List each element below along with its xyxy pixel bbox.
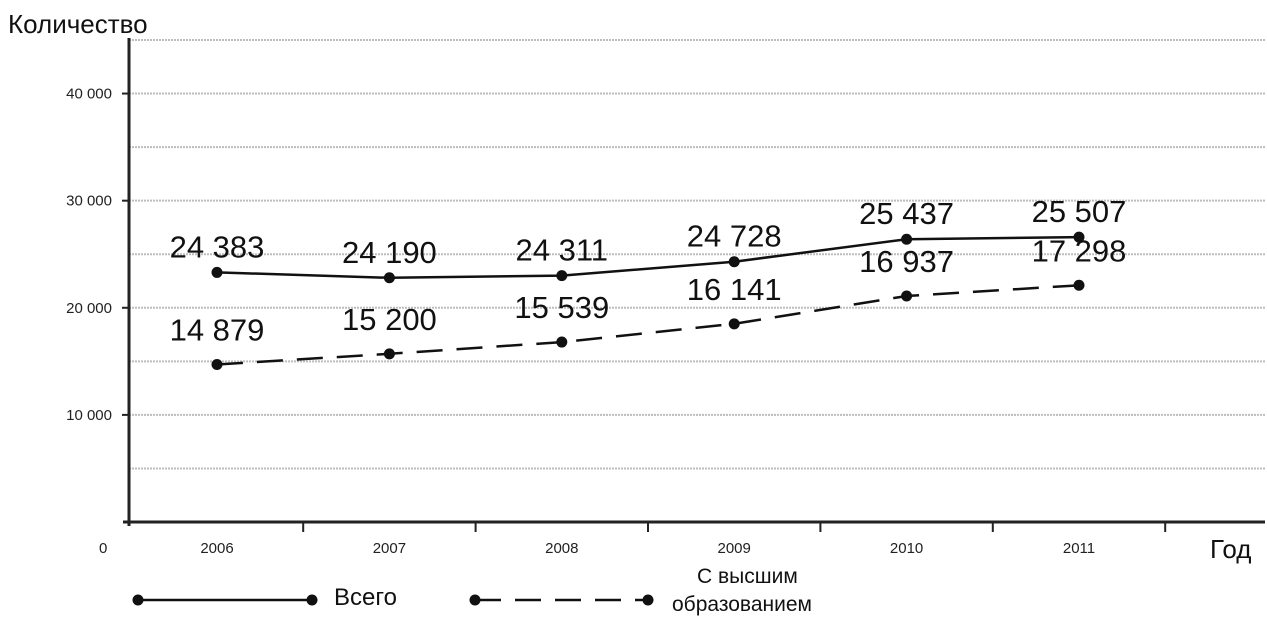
series-1-label-2010: 16 937: [859, 244, 954, 279]
legend-item-higher-education: С высшим образованием: [469, 565, 812, 616]
series-1-point-2008: [556, 336, 568, 348]
series: [211, 231, 1085, 371]
series-0-label-2006: 24 383: [170, 229, 265, 264]
legend: Всего С высшим образованием: [132, 565, 812, 616]
legend-item-total: Всего: [132, 584, 397, 611]
legend-marker-higher-education-end: [642, 594, 654, 606]
series-1-point-2007: [383, 348, 395, 360]
legend-label-higher-education-line2: образованием: [672, 593, 812, 616]
series-1-point-2010: [901, 290, 913, 302]
series-1-label-2011: 17 298: [1032, 233, 1127, 268]
x-tick-label-2008: 2008: [545, 540, 578, 557]
series-0-label-2008: 24 311: [516, 233, 609, 268]
series-1-point-2009: [728, 318, 740, 330]
legend-marker-higher-education-start: [469, 594, 481, 606]
gridlines: [129, 39, 1265, 470]
series-0-point-2006: [211, 266, 223, 278]
series-0-point-2008: [556, 270, 568, 282]
series-0-label-2009: 24 728: [687, 219, 782, 254]
y-tick-labels: 10 000 20 000 30 000 40 000: [66, 86, 112, 424]
y-tick-label-20000: 20 000: [66, 300, 112, 317]
x-tick-label-2007: 2007: [373, 540, 406, 557]
data-labels: 24 383 24 190 24 311 24 728 25 437 25 507 14 8…: [170, 194, 1127, 347]
x-tick-label-2006: 2006: [200, 540, 233, 557]
legend-marker-total-end: [306, 594, 318, 606]
legend-label-higher-education-line1: С высшим: [697, 565, 798, 588]
y-tick-label-30000: 30 000: [66, 193, 112, 210]
series-1-point-2011: [1073, 279, 1085, 291]
x-tick-label-2009: 2009: [718, 540, 751, 557]
x-tick-label-2010: 2010: [890, 540, 923, 557]
series-0-point-2011: [1073, 231, 1085, 243]
y-tick-label-10000: 10 000: [66, 407, 112, 424]
x-axis-title: Год: [1210, 534, 1251, 564]
series-1-label-2009: 16 141: [687, 272, 782, 307]
x-tick-labels: 2006 2007 2008 2009 2010 2011: [200, 540, 1095, 557]
series-0-point-2009: [728, 256, 740, 268]
legend-marker-total-start: [132, 594, 144, 606]
series-line-1: [216, 284, 1080, 366]
series-0-point-2007: [383, 272, 395, 284]
legend-label-total: Всего: [334, 584, 397, 611]
series-1-label-2008: 15 539: [514, 290, 609, 325]
series-0-label-2010: 25 437: [859, 196, 954, 231]
y-axis-title: Количество: [8, 9, 148, 39]
series-0-point-2010: [901, 233, 913, 245]
series-1-label-2006: 14 879: [170, 313, 265, 348]
origin-label: 0: [99, 540, 107, 557]
series-0-label-2011: 25 507: [1032, 194, 1127, 229]
axes: [122, 38, 1265, 532]
series-1-point-2006: [211, 359, 223, 371]
y-tick-label-40000: 40 000: [66, 86, 112, 103]
x-tick-label-2011: 2011: [1063, 540, 1095, 557]
series-0-label-2007: 24 190: [342, 235, 437, 270]
series-1-label-2007: 15 200: [342, 302, 437, 337]
series-line-0: [216, 235, 1080, 280]
